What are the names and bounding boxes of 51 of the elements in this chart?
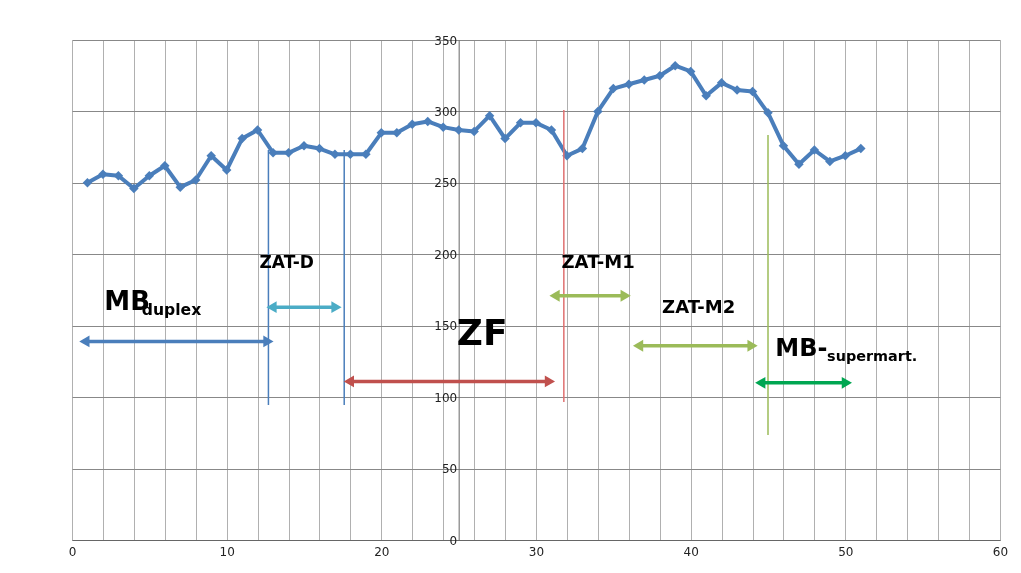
- point: [82, 178, 93, 188]
- y-tick-label: 350: [434, 33, 458, 48]
- y-tick-label: 200: [434, 247, 458, 262]
- y-tick-label: 150: [434, 319, 458, 334]
- point: [577, 143, 588, 154]
- x-tick-label: 0: [68, 544, 77, 559]
- point: [160, 160, 170, 171]
- point: [438, 122, 448, 132]
- point: [701, 90, 711, 101]
- point: [809, 145, 820, 155]
- x-tick-label: 50: [838, 544, 854, 559]
- point: [716, 78, 727, 88]
- annotation: ZAT-M2: [662, 295, 736, 317]
- x-tick-label: 60: [992, 544, 1009, 559]
- x-tick-label: 20: [374, 544, 390, 559]
- point: [252, 125, 263, 135]
- point: [593, 106, 603, 117]
- point: [221, 165, 232, 175]
- x-tick-label: 40: [683, 544, 699, 559]
- point: [98, 169, 108, 180]
- point: [314, 143, 325, 154]
- point: [546, 125, 557, 135]
- x-tick-label: 10: [219, 544, 235, 559]
- point: [608, 83, 619, 94]
- point: [685, 66, 696, 77]
- annotation: MBduplex: [104, 286, 202, 320]
- point: [175, 182, 186, 192]
- point: [392, 128, 402, 138]
- point: [670, 60, 680, 71]
- point: [484, 110, 495, 121]
- annotation: ZAT-M1: [561, 250, 635, 272]
- x-tick-label: 30: [528, 544, 545, 559]
- point: [840, 150, 851, 161]
- point: [794, 159, 804, 170]
- y-tick-label: 100: [434, 390, 458, 405]
- point: [144, 170, 155, 181]
- y-tick-label: 300: [434, 104, 458, 119]
- point: [825, 156, 835, 167]
- point: [500, 133, 510, 144]
- point: [856, 143, 866, 154]
- y-tick-label: 50: [441, 462, 458, 477]
- point: [129, 183, 139, 194]
- point: [190, 175, 201, 185]
- point: [237, 133, 247, 144]
- point: [206, 150, 216, 161]
- annotation: ZF: [456, 312, 508, 354]
- point: [361, 149, 371, 160]
- point: [299, 140, 309, 151]
- y-tick-label: 250: [434, 176, 458, 191]
- point: [624, 79, 634, 90]
- point: [778, 140, 789, 151]
